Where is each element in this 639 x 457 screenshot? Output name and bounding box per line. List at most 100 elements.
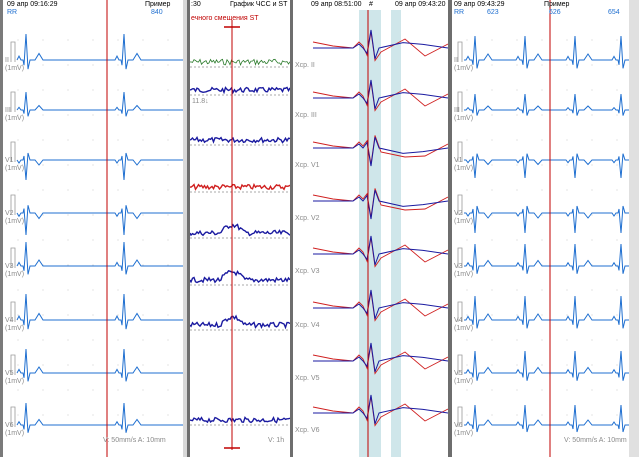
ecg-strip-panel-left[interactable]: 09 апр 09:16:29 Пример RR 840 II (1mV) III… (3, 0, 183, 457)
ecg-trace (464, 153, 629, 179)
grid-dot (616, 39, 618, 41)
scrollbar-right[interactable] (629, 0, 639, 457)
lead-name: II (5, 57, 9, 64)
grid-dot (541, 314, 543, 316)
scrollbar-left[interactable] (183, 0, 187, 457)
grid-dot (92, 39, 94, 41)
grid-dot (17, 39, 19, 41)
rr-label: RR (7, 9, 18, 16)
averaged-lead-label: Хср. V6 (295, 427, 320, 434)
ecg-trace (464, 93, 629, 116)
grid-dot (117, 364, 119, 366)
grid-dot (466, 339, 468, 341)
grid-dot (541, 289, 543, 291)
grid-dot (516, 164, 518, 166)
grid-dot (167, 364, 169, 366)
grid-dot (591, 289, 593, 291)
grid-dot (167, 164, 169, 166)
grid-dot (42, 39, 44, 41)
marker-label: # (369, 1, 373, 8)
grid-dot (516, 339, 518, 341)
ecg-trace (464, 404, 629, 433)
grid-dot (17, 339, 19, 341)
grid-dot (616, 414, 618, 416)
grid-dot (616, 339, 618, 341)
grid-dot (167, 64, 169, 66)
lead-scale: (1mV) (454, 165, 474, 172)
averaged-complex-panel[interactable]: 09 апр 08:51:00 # 09 апр 09:43:20 Хср. I… (293, 0, 448, 457)
lead-scale: (1mV) (5, 378, 25, 385)
grid-dot (591, 114, 593, 116)
grid-dot (117, 289, 119, 291)
grid-dot (491, 389, 493, 391)
grid-dot (17, 414, 19, 416)
lead-scale: (1mV) (5, 325, 25, 332)
grid-dot (67, 64, 69, 66)
grid-dot (591, 64, 593, 66)
st-trend-line (190, 58, 290, 67)
lead-scale: (1mV) (5, 430, 25, 437)
grid-dot (142, 389, 144, 391)
grid-dot (167, 314, 169, 316)
grid-dot (541, 389, 543, 391)
grid-dot (491, 64, 493, 66)
grid-dot (616, 164, 618, 166)
grid-dot (591, 164, 593, 166)
grid-dot (167, 339, 169, 341)
grid-dot (616, 239, 618, 241)
grid-dot (92, 389, 94, 391)
grid-dot (516, 289, 518, 291)
grid-dot (117, 189, 119, 191)
average-complex-blue (313, 394, 448, 424)
grid-dot (516, 189, 518, 191)
grid-dot (491, 214, 493, 216)
grid-dot (42, 364, 44, 366)
average-complex-blue (313, 190, 448, 220)
grid-dot (566, 114, 568, 116)
panel-divider[interactable] (448, 0, 452, 457)
ecg-trace (16, 241, 183, 275)
grid-dot (42, 164, 44, 166)
measurement-band (391, 10, 401, 457)
grid-dot (491, 114, 493, 116)
ecg-trace (16, 33, 183, 70)
grid-dot (67, 314, 69, 316)
grid-dot (42, 189, 44, 191)
calibration-pulse (10, 301, 16, 322)
grid-dot (466, 364, 468, 366)
lead-name: V6 (454, 422, 463, 429)
grid-dot (117, 339, 119, 341)
grid-dot (541, 114, 543, 116)
speed-amplitude-label: V: 50mm/s A: 10mm (103, 437, 166, 444)
ecg-strip-panel-right[interactable]: 09 апр 09:43:29 Пример RR 623 626 654 II… (452, 0, 629, 457)
grid-dot (466, 389, 468, 391)
panel-divider[interactable] (290, 0, 293, 457)
st-trend-panel[interactable]: :30 График ЧСС и ST ечного смещения ST 1… (190, 0, 290, 457)
timestamp-start: 09 апр 08:51:00 (311, 1, 362, 8)
grid-dot (616, 89, 618, 91)
averaged-lead-label: Хср. V1 (295, 162, 320, 169)
grid-dot (92, 264, 94, 266)
grid-dot (17, 389, 19, 391)
grid-dot (92, 189, 94, 191)
grid-dot (566, 189, 568, 191)
grid-dot (142, 39, 144, 41)
calibration-pulse (457, 354, 463, 375)
ecg-trace (464, 35, 629, 69)
lead-name: V3 (454, 263, 463, 270)
ecg-trace (16, 293, 183, 330)
calibration-pulse (457, 406, 463, 427)
panel-divider[interactable] (187, 0, 190, 457)
grid-dot (566, 164, 568, 166)
grid-dot (541, 139, 543, 141)
calibration-pulse (457, 301, 463, 322)
grid-dot (117, 389, 119, 391)
grid-dot (67, 139, 69, 141)
grid-dot (566, 364, 568, 366)
grid-dot (491, 164, 493, 166)
grid-dot (167, 414, 169, 416)
grid-dot (67, 264, 69, 266)
grid-dot (541, 189, 543, 191)
calibration-pulse (10, 141, 16, 162)
averaged-lead-label: Хср. V5 (295, 375, 320, 382)
